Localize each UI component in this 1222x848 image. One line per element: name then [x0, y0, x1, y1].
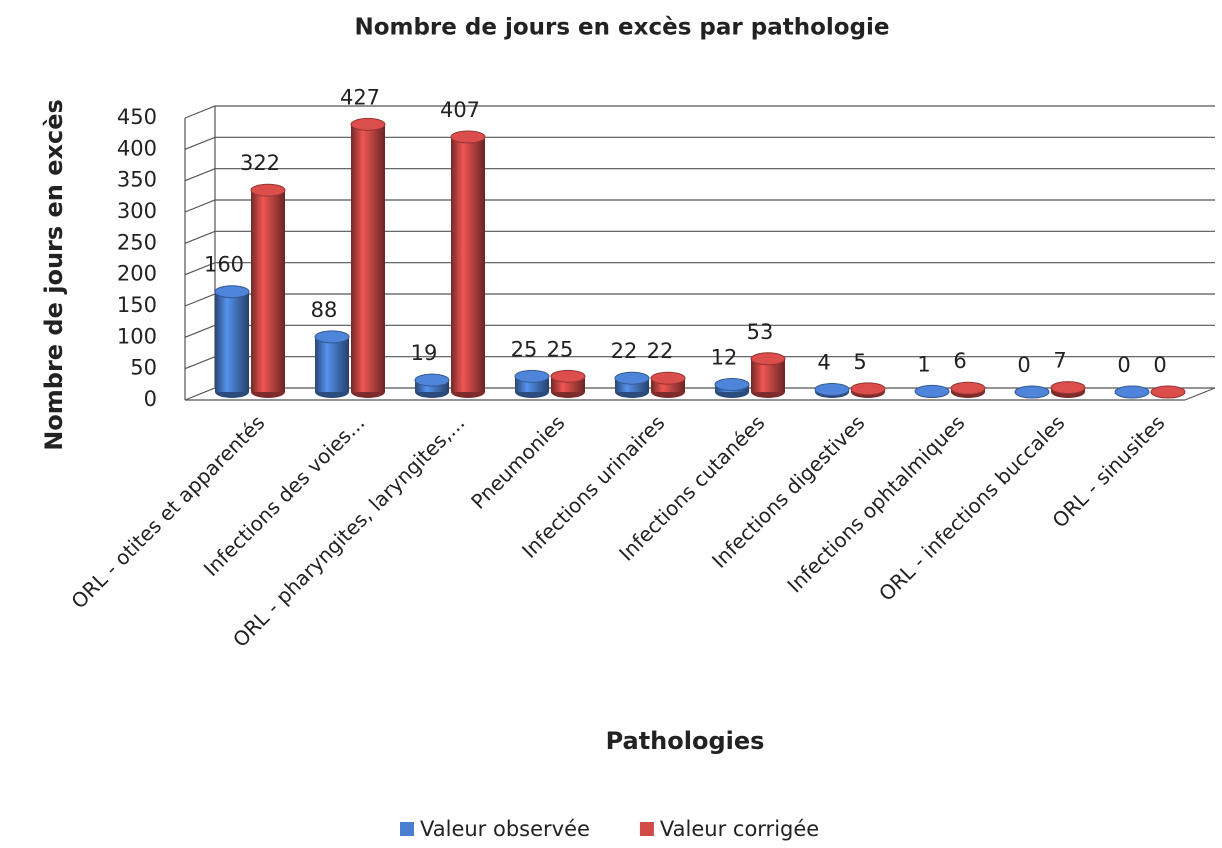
bar-top	[250, 183, 286, 197]
x-axis-title: Pathologies	[606, 727, 765, 755]
y-tick-label: 150	[117, 293, 157, 317]
bar	[451, 136, 485, 392]
bar-top	[814, 382, 850, 396]
value-label: 22	[647, 339, 674, 363]
x-tick-label: ORL - otites et apparentés	[66, 410, 269, 613]
value-label: 25	[547, 337, 574, 361]
bar	[315, 336, 349, 392]
value-label: 407	[440, 98, 480, 122]
y-tick-label: 0	[144, 387, 157, 411]
bar-top	[650, 371, 686, 385]
bar-top	[1150, 385, 1186, 399]
y-tick-label: 350	[117, 168, 157, 192]
value-label: 5	[853, 350, 866, 374]
x-tick-label: Infections des voies...	[199, 410, 370, 581]
value-label: 19	[411, 341, 438, 365]
value-label: 0	[1117, 353, 1130, 377]
bar-top	[850, 382, 886, 396]
value-label: 322	[240, 151, 280, 175]
x-tick-label: Pneumonies	[466, 410, 569, 513]
grid-line	[184, 105, 1215, 119]
grid-line	[184, 168, 1215, 182]
bar	[215, 291, 249, 392]
bar-top	[214, 285, 250, 299]
grid-line	[184, 293, 1215, 307]
value-label: 7	[1053, 349, 1066, 373]
value-label: 22	[611, 339, 638, 363]
bar	[351, 124, 385, 392]
bar-top	[714, 377, 750, 391]
bar-top	[914, 384, 950, 398]
value-label: 88	[311, 298, 338, 322]
y-tick-label: 250	[117, 230, 157, 254]
legend-label: Valeur corrigée	[660, 817, 819, 841]
grid-line	[184, 230, 1215, 244]
y-tick-label: 200	[117, 262, 157, 286]
bar-top	[950, 381, 986, 395]
legend-swatch	[400, 822, 414, 836]
bar-top	[450, 130, 486, 144]
y-tick-label: 300	[117, 199, 157, 223]
bar-top	[350, 117, 386, 131]
value-label: 0	[1153, 353, 1166, 377]
x-tick-label: ORL - infections buccales	[874, 410, 1069, 605]
bar-top	[1050, 381, 1086, 395]
bar-top	[414, 373, 450, 387]
value-label: 25	[511, 337, 538, 361]
value-label: 6	[953, 349, 966, 373]
grid-line	[184, 262, 1215, 276]
bar-top	[1114, 385, 1150, 399]
y-tick-label: 400	[117, 136, 157, 160]
x-tick-label: Infections ophtalmiques	[782, 410, 969, 597]
bar-top	[614, 371, 650, 385]
grid-line	[184, 136, 1215, 150]
value-label: 0	[1017, 353, 1030, 377]
floor-right	[1184, 387, 1216, 401]
bar-top	[1014, 385, 1050, 399]
legend-swatch	[639, 822, 654, 836]
value-label: 53	[747, 320, 774, 344]
value-label: 4	[817, 350, 830, 374]
chart-title: Nombre de jours en excès par pathologie	[354, 15, 889, 41]
y-tick-label: 50	[130, 356, 157, 380]
value-label: 12	[711, 345, 738, 369]
value-label: 1	[917, 352, 930, 376]
y-tick-label: 450	[117, 105, 157, 129]
y-tick-label: 100	[117, 324, 157, 348]
bar-top	[314, 330, 350, 344]
y-axis-title: Nombre de jours en excès	[40, 99, 68, 451]
value-label: 427	[340, 85, 380, 109]
bar-top	[750, 352, 786, 366]
bar	[251, 190, 285, 392]
grid-line	[184, 199, 1215, 213]
legend-label: Valeur observée	[420, 817, 590, 841]
bar-top	[550, 369, 586, 383]
bar-top	[514, 369, 550, 383]
value-label: 160	[204, 253, 244, 277]
